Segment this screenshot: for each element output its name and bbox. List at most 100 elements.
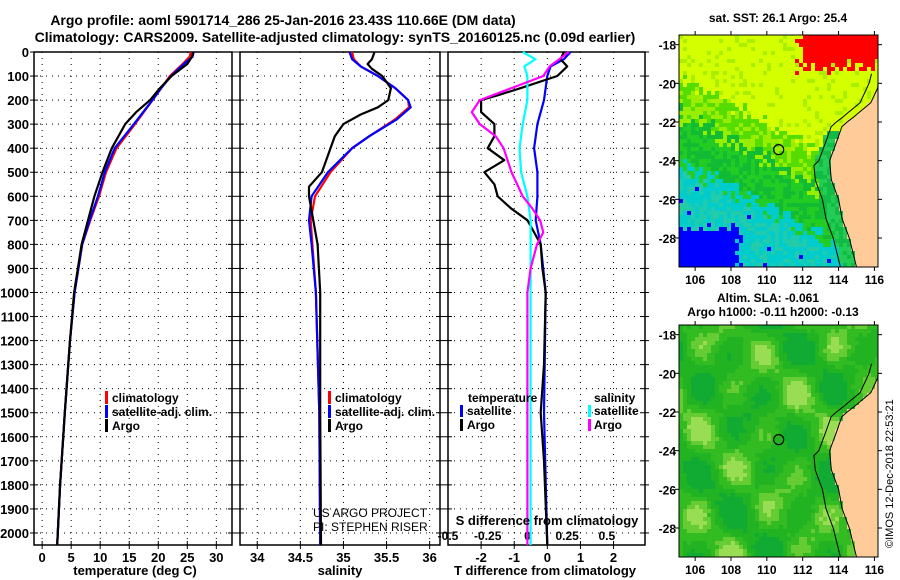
profile-line-t-satellite [532,51,572,546]
sla-map-title-1: Altim. SLA: -0.061 [717,291,819,305]
lat-tick-label: -20 [659,77,677,91]
profile-line-argo [56,51,195,546]
lat-tick-label: -24 [659,155,677,169]
shelf-contour [813,363,872,558]
sst-map: 106 108 110 112 114 116 -18 -20 -22 -24 -26 -28 [659,31,884,287]
depth-tick-label: 500 [7,165,29,180]
x-tick-label: 34 [250,550,265,565]
lon-tick-label: 106 [685,273,705,287]
depth-tick-label: 700 [7,213,29,228]
salinity-legend: climatology satellite-adj. clim. Argo [328,391,435,433]
pi-credit: PI: STEPHEN RISER [313,520,428,534]
profile-line-climatology [309,51,411,546]
legend-heading-salinity: salinity [594,391,636,405]
map-frame [678,324,879,558]
t-diff-xlabel: T difference from climatology [454,563,637,578]
x-tick-label: 20 [151,550,165,565]
lon-tick-label: 108 [721,273,741,287]
x-tick-label: 36 [422,550,436,565]
plot-frame [239,51,441,546]
x-tick-label: 5 [68,550,75,565]
lon-tick-label: 110 [757,563,777,577]
depth-tick-label: 200 [7,93,29,108]
profile-line-satellite-adj-clim- [56,51,195,546]
title-line-2: Climatology: CARS2009. Satellite-adjuste… [35,29,636,45]
sla-map: 106 108 110 112 114 116 -18 -20 -22 -24 -26 -28 [659,321,885,577]
profile-line-argo [307,51,392,546]
s-diff-xlabel: S difference from climatology [456,513,640,528]
shelf-contour [813,73,872,268]
lon-tick-label: 112 [793,563,813,577]
legend-label-satellite: satellite-adj. clim. [335,405,435,419]
legend-label-climatology: climatology [335,391,402,405]
lat-tick-label: -28 [659,232,677,246]
x-tick-label: -1 [508,550,520,565]
lon-tick-label: 116 [865,563,885,577]
salinity-xlabel: salinity [318,563,364,578]
profile-line-s-argo [470,51,570,545]
lat-tick-label: -24 [659,445,677,459]
legend-label-climatology: climatology [112,391,179,405]
temperature-panel: 0100200300400500600700800900100011001200… [0,45,236,565]
lat-tick-label: -28 [659,522,677,536]
x-tick-label: 2 [610,550,617,565]
depth-tick-label: 1000 [0,285,29,300]
depth-tick-label: 900 [7,261,29,276]
s-diff-tick-label: -0.25 [474,529,502,543]
profile-line-s-satellite [518,51,537,545]
depth-tick-label: 1100 [1,310,29,325]
map-cells [679,35,878,267]
legend-swatch-satellite [328,405,331,418]
x-tick-label: 15 [122,550,136,565]
legend-label-s-satellite: satellite [594,404,639,418]
depth-tick-label: 300 [7,117,29,132]
x-tick-label: -2 [475,550,487,565]
legend-swatch-t-argo [460,419,463,431]
depth-tick-label: 600 [7,189,29,204]
lon-tick-label: 106 [685,563,705,577]
depth-tick-label: 100 [7,69,29,84]
lat-tick-label: -20 [659,367,677,381]
depth-tick-label: 1600 [0,430,29,445]
depth-tick-label: 400 [7,141,29,156]
plot-frame [33,51,233,546]
map-frame [678,34,879,268]
legend-label-t-satellite: satellite [467,404,512,418]
legend-swatch-argo [105,419,108,432]
profile-line-t-argo [480,51,569,546]
depth-tick-label: 1200 [0,334,29,349]
depth-tick-label: 1300 [0,358,29,373]
temperature-legend: climatology satellite-adj. clim. Argo [105,391,212,433]
imos-credit: ©IMOS 12-Dec-2018 22:53:21 [884,399,896,548]
depth-tick-label: 2000 [0,526,29,541]
lon-tick-label: 114 [829,273,849,287]
lat-tick-label: -18 [659,329,677,343]
profile-line-satellite-adj-clim- [307,51,412,546]
temperature-xlabel: temperature (deg C) [73,563,197,578]
depth-tick-label: 1500 [0,406,29,421]
depth-tick-label: 1700 [0,454,29,469]
legend-label-argo: Argo [335,419,363,433]
depth-tick-label: 800 [7,237,29,252]
x-tick-label: 35 [336,550,350,565]
lat-tick-label: -18 [659,39,677,53]
difference-panel: -2 -1 0 1 2-0.5 -0.25 0 0.25 0.5 [438,51,649,565]
x-tick-label: 25 [180,550,194,565]
x-tick-label: 0 [544,550,551,565]
legend-label-t-argo: Argo [467,418,495,432]
legend-swatch-satellite [105,405,108,418]
argo-position-marker [773,144,785,156]
lat-tick-label: -22 [659,406,677,420]
project-credit: US ARGO PROJECT [313,506,428,520]
legend-swatch-climatology [105,391,108,404]
legend-swatch-s-argo [588,419,591,431]
legend-label-s-argo: Argo [594,418,622,432]
sst-map-title: sat. SST: 26.1 Argo: 25.4 [709,11,848,25]
difference-legend: temperature satellite Argo salinity sate… [460,391,639,432]
lat-tick-label: -22 [659,116,677,130]
legend-swatch-s-satellite [588,405,591,417]
lon-tick-label: 114 [829,563,849,577]
x-tick-label: 34.5 [288,550,313,565]
